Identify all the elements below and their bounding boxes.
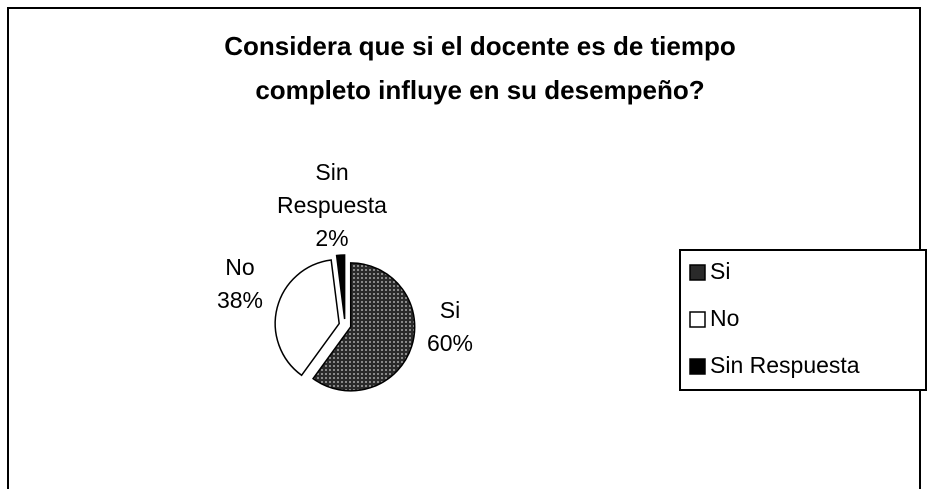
- chart-title: Considera que si el docente es de tiempo: [224, 31, 735, 61]
- pie-slice: [274, 259, 340, 377]
- pie-slice: [312, 262, 416, 392]
- slice-category-label: No: [225, 254, 254, 280]
- legend-label: Sin Respuesta: [710, 352, 860, 378]
- pie-slice: [335, 254, 346, 320]
- legend-box: [679, 249, 927, 391]
- legend-swatch: [689, 358, 706, 375]
- legend-label: Si: [710, 258, 730, 284]
- label-line: Respuesta: [277, 192, 387, 218]
- label-line: Sin: [315, 159, 348, 185]
- legend-label: No: [710, 305, 739, 331]
- slice-value-label: 60%: [427, 330, 473, 356]
- chart-title: completo influye en su desempeño?: [255, 75, 704, 105]
- slice-category-label: Si: [440, 297, 460, 323]
- slice-category-label: Sin Respuesta: [277, 159, 387, 218]
- legend-swatch: [689, 311, 706, 328]
- slice-value-label: 38%: [217, 287, 263, 313]
- legend-swatch: [689, 264, 706, 281]
- slice-value-label: 2%: [315, 225, 348, 251]
